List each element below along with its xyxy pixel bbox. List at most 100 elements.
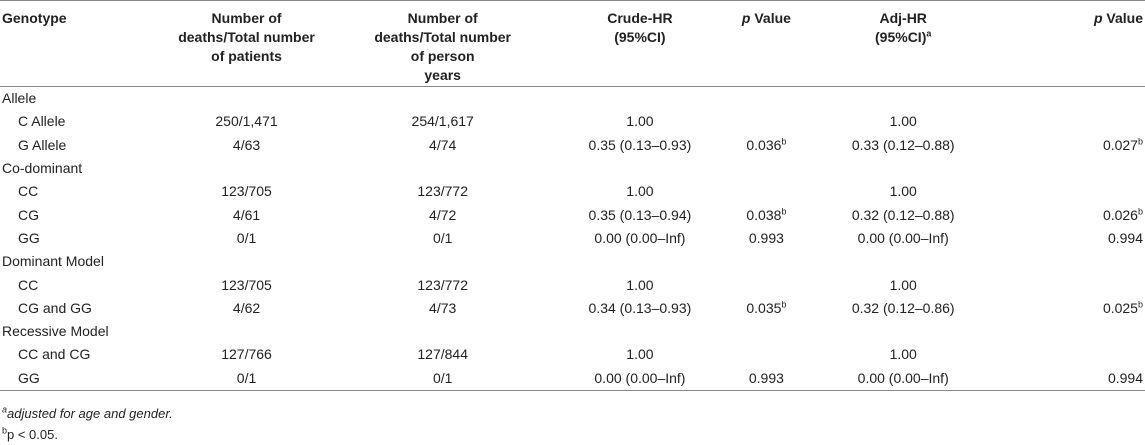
- cell-deaths-person-years-value: 4/74: [429, 136, 457, 153]
- cell-deaths-patients: 250/1,471: [166, 110, 328, 133]
- table-row: GG 0/1 0/1 0.00 (0.00–Inf) 0.993 0.00 (0.00–I…: [0, 366, 1145, 391]
- cell-adj-hr-value: 1.00: [889, 346, 917, 363]
- cell-genotype: GG: [0, 227, 166, 250]
- table-row: G Allele 4/63 4/74 0.35 (0.13–0.93) 0.036b 0.…: [0, 134, 1145, 157]
- header-row: Genotype Number of deaths/Total number of …: [0, 0, 1145, 87]
- cell-p-value-crude: 0.993: [722, 366, 811, 391]
- cell-genotype: CC and CG: [0, 343, 166, 366]
- cell-deaths-person-years: 4/72: [328, 203, 558, 226]
- cell-deaths-patients: 4/63: [166, 134, 328, 157]
- footnote-b-text: p < 0.05.: [7, 427, 58, 442]
- cell-p-value-adj: 0.994: [995, 366, 1145, 391]
- cell-genotype: CG and GG: [0, 297, 166, 320]
- cell-p-value-adj-value: 0.026: [1102, 206, 1138, 223]
- table-row: CC 123/705 123/772 1.00 1.00: [0, 180, 1145, 203]
- footnote-b: bp < 0.05.: [2, 426, 58, 444]
- group-row: Recessive Model: [0, 320, 1145, 343]
- cell-crude-hr-value: 0.34 (0.13–0.93): [588, 299, 692, 316]
- header-genotype: Genotype: [0, 0, 166, 87]
- cell-deaths-person-years: 127/844: [328, 343, 558, 366]
- cell-genotype-value: CG and GG: [18, 299, 92, 316]
- cell-deaths-patients-value: 250/1,471: [215, 113, 278, 130]
- cell-crude-hr-value: 1.00: [626, 276, 654, 293]
- cell-crude-hr: 1.00: [558, 343, 722, 366]
- header-adj-hr: Adj-HR (95%CI)a: [810, 0, 996, 87]
- cell-deaths-patients-value: 123/705: [221, 276, 272, 293]
- footnote-b-marker: b: [781, 136, 787, 147]
- cell-deaths-patients: 123/705: [166, 273, 328, 296]
- cell-deaths-patients: 0/1: [165, 366, 328, 391]
- cell-p-value-adj-value: 0.025: [1102, 299, 1138, 316]
- cell-deaths-patients-value: 0/1: [236, 369, 257, 386]
- p-value-text: Value: [1102, 10, 1143, 26]
- cell-deaths-person-years-value: 127/844: [417, 346, 468, 363]
- cell-adj-hr: 1.00: [811, 110, 996, 133]
- table-row: C Allele 250/1,471 254/1,617 1.00 1.00: [0, 110, 1145, 133]
- cell-adj-hr: 0.00 (0.00–Inf): [811, 227, 996, 250]
- p-letter: p: [1093, 10, 1103, 26]
- cell-deaths-patients-value: 4/63: [232, 136, 261, 153]
- cell-crude-hr: 0.34 (0.13–0.93): [558, 297, 722, 320]
- cell-deaths-person-years-value: 0/1: [432, 229, 453, 246]
- cell-p-value-adj: [996, 343, 1145, 366]
- cell-adj-hr-value: 0.00 (0.00–Inf): [857, 369, 949, 386]
- footnote-b-marker: b: [1137, 205, 1143, 216]
- cell-p-value-adj: 0.025b: [996, 297, 1145, 320]
- cell-p-value-crude-value: 0.038: [746, 206, 782, 223]
- cell-deaths-person-years: 254/1,617: [328, 110, 558, 133]
- cell-p-value-crude-value: 0.993: [748, 369, 784, 386]
- footnote-b-marker: b: [1137, 136, 1143, 147]
- cell-deaths-person-years: 123/772: [328, 180, 558, 203]
- cell-deaths-patients: 127/766: [166, 343, 328, 366]
- cell-genotype-value: GG: [18, 229, 40, 246]
- header-crude-hr: Crude-HR (95%CI): [557, 0, 723, 87]
- cell-deaths-patients-value: 0/1: [236, 229, 257, 246]
- cell-p-value-adj: 0.026b: [996, 203, 1145, 226]
- cell-adj-hr: 0.32 (0.12–0.86): [811, 297, 996, 320]
- cell-genotype-value: GG: [18, 369, 40, 386]
- table-row: GG 0/1 0/1 0.00 (0.00–Inf) 0.993 0.00 (0.00–I…: [0, 227, 1145, 250]
- cell-deaths-person-years-value: 123/772: [417, 183, 468, 200]
- cell-deaths-person-years-value: 4/73: [429, 299, 457, 316]
- cell-crude-hr-value: 0.35 (0.13–0.93): [588, 136, 692, 153]
- cell-deaths-person-years-value: 4/72: [429, 206, 457, 223]
- cell-deaths-patients-value: 4/62: [232, 299, 261, 316]
- cell-p-value-crude: [722, 273, 811, 296]
- cell-deaths-person-years: 0/1: [328, 227, 558, 250]
- cell-adj-hr: 0.33 (0.12–0.88): [811, 134, 996, 157]
- cell-p-value-crude: 0.993: [722, 227, 811, 250]
- cell-adj-hr-value: 0.32 (0.12–0.88): [851, 206, 955, 223]
- footnote-b-mark: b: [2, 425, 8, 436]
- cell-crude-hr: 0.35 (0.13–0.94): [558, 203, 722, 226]
- table-row: CG 4/61 4/72 0.35 (0.13–0.94) 0.038b 0.32 (0.…: [0, 203, 1145, 226]
- cell-deaths-person-years-value: 254/1,617: [411, 113, 474, 130]
- cell-genotype: G Allele: [0, 134, 166, 157]
- table-row: CG and GG 4/62 4/73 0.34 (0.13–0.93) 0.035b 0…: [0, 297, 1145, 320]
- group-row: Co-dominant: [0, 157, 1145, 180]
- cell-adj-hr-value: 0.00 (0.00–Inf): [857, 229, 949, 246]
- cell-genotype-value: CC: [18, 183, 39, 200]
- table-body: Allele C Allele 250/1,471 254/1,617 1.00 1.00…: [0, 87, 1145, 391]
- cell-crude-hr: 1.00: [558, 180, 722, 203]
- footnote-a-text: adjusted for age and gender.: [7, 406, 173, 421]
- cell-deaths-person-years: 123/772: [328, 273, 558, 296]
- cell-p-value-crude-value: 0.993: [748, 229, 784, 246]
- cell-genotype: CC: [0, 273, 166, 296]
- cell-deaths-person-years-value: 0/1: [432, 369, 453, 386]
- cell-p-value-crude: 0.038b: [722, 203, 811, 226]
- cell-p-value-crude: [722, 180, 811, 203]
- cell-crude-hr-value: 0.00 (0.00–Inf): [594, 369, 686, 386]
- cell-crude-hr-value: 1.00: [626, 183, 654, 200]
- header-deaths-person-years: Number of deaths/Total number of person yea…: [327, 0, 558, 87]
- cell-adj-hr: 1.00: [811, 180, 996, 203]
- cell-deaths-patients: 123/705: [166, 180, 328, 203]
- p-letter: p: [741, 10, 751, 26]
- cell-deaths-person-years: 4/73: [328, 297, 558, 320]
- cell-crude-hr: 1.00: [558, 110, 722, 133]
- cell-crude-hr-value: 1.00: [626, 346, 654, 363]
- cell-deaths-person-years: 0/1: [327, 366, 558, 391]
- cell-crude-hr-value: 1.00: [626, 113, 654, 130]
- cell-adj-hr: 1.00: [811, 343, 996, 366]
- cell-deaths-patients: 0/1: [166, 227, 328, 250]
